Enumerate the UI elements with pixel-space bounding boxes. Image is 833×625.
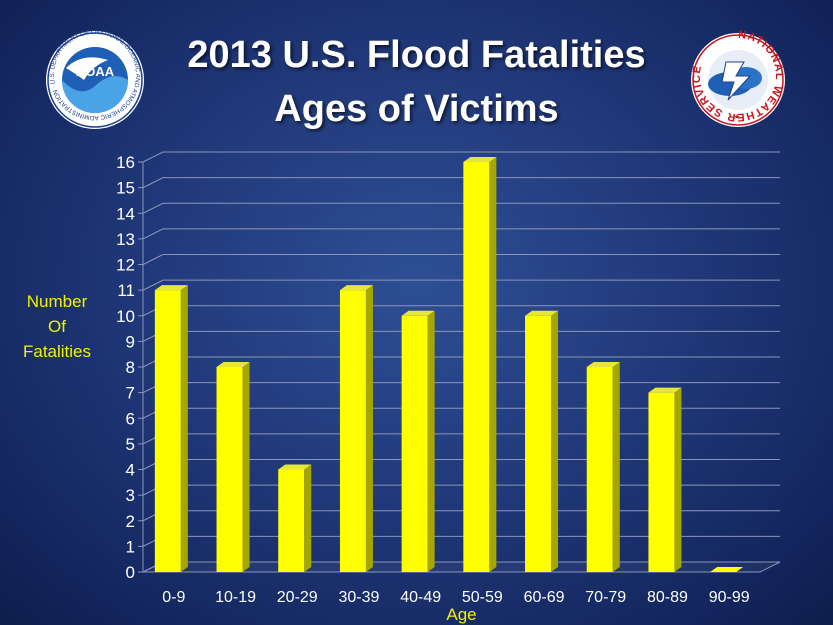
bar-top (648, 387, 682, 393)
y-tick-label: 4 (126, 461, 135, 480)
bar (154, 290, 181, 572)
y-axis-label-line3: Fatalities (22, 342, 92, 361)
chart-title-line1: 2013 U.S. Flood Fatalities (187, 34, 646, 76)
bar-side (427, 310, 435, 572)
bar (525, 315, 552, 572)
chart-title-line2: Ages of Victims (274, 88, 559, 130)
bar-top (586, 362, 620, 367)
bar (339, 290, 366, 572)
y-tick-label: 11 (117, 281, 135, 300)
bar-top (216, 362, 250, 367)
gridline (142, 254, 780, 265)
x-axis-label: Age (446, 605, 476, 624)
gridline (142, 228, 780, 240)
bar (278, 469, 305, 572)
bar (586, 367, 613, 572)
y-tick-label: 15 (116, 179, 135, 198)
x-tick-label: 0-9 (162, 589, 185, 606)
x-tick-label: 90-99 (709, 589, 750, 606)
bar-side (304, 464, 312, 572)
x-tick-label: 70-79 (585, 589, 626, 606)
bar-side (551, 310, 559, 572)
y-tick-label: 13 (116, 230, 135, 249)
gridline (142, 151, 780, 163)
gridline (142, 279, 780, 291)
y-tick-label: 2 (126, 512, 135, 531)
bar (463, 162, 490, 572)
bar-top (278, 464, 312, 470)
y-tick-label: 14 (116, 204, 135, 223)
bar-side (242, 362, 250, 572)
y-tick-label: 7 (126, 384, 135, 403)
y-tick-label: 6 (126, 409, 135, 428)
y-axis-label-line1: Number (26, 292, 88, 311)
bar (401, 315, 428, 572)
bar (216, 367, 243, 572)
y-axis-label-line2: Of (48, 317, 66, 336)
gridline (142, 305, 780, 317)
x-tick-label: 40-49 (400, 589, 441, 606)
y-tick-label: 9 (126, 332, 135, 351)
gridline (142, 330, 780, 342)
bar-side (180, 285, 188, 572)
bar-top (339, 285, 373, 291)
bar (648, 392, 675, 572)
x-tick-label: 30-39 (338, 589, 379, 606)
gridline (142, 202, 780, 214)
x-tick-label: 10-19 (215, 589, 256, 606)
y-tick-label: 10 (116, 307, 135, 326)
x-tick-label: 60-69 (524, 589, 565, 606)
bar-top (525, 310, 559, 316)
bar-side (674, 387, 682, 572)
x-tick-label: 80-89 (647, 589, 688, 606)
y-tick-label: 12 (116, 256, 135, 275)
y-tick-label: 3 (126, 486, 135, 505)
y-tick-label: 5 (126, 435, 135, 454)
bar-side (489, 157, 497, 572)
bar-top (401, 310, 435, 316)
x-tick-label: 50-59 (462, 589, 503, 606)
x-tick-label: 20-29 (277, 589, 318, 606)
bar-side (612, 362, 620, 572)
y-tick-label: 0 (126, 563, 135, 582)
bar-top (154, 285, 188, 291)
y-tick-label: 1 (126, 537, 135, 556)
bar-side (365, 285, 373, 572)
gridline (142, 177, 780, 189)
bar (710, 567, 744, 572)
bar-top (463, 157, 497, 162)
y-tick-label: 16 (116, 153, 135, 172)
y-tick-label: 8 (126, 358, 135, 377)
